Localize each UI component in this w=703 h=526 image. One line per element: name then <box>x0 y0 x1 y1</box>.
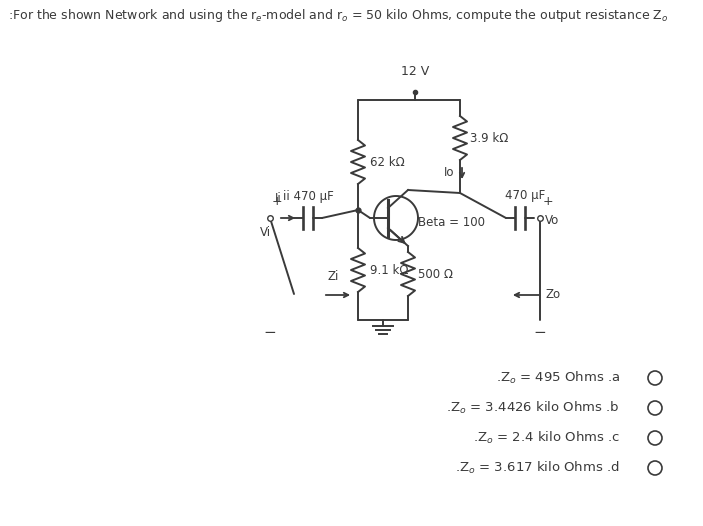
Text: −: − <box>264 325 276 340</box>
Text: Vo: Vo <box>545 215 560 228</box>
Text: 3.9 kΩ: 3.9 kΩ <box>470 132 508 145</box>
Text: 470 μF: 470 μF <box>505 189 545 202</box>
Text: 9.1 kΩ: 9.1 kΩ <box>370 264 408 277</box>
Text: :For the shown Network and using the r$_e$-model and r$_o$ = 50 kilo Ohms, compu: :For the shown Network and using the r$_… <box>8 6 669 24</box>
Text: +: + <box>272 195 283 208</box>
Text: .Z$_o$ = 2.4 kilo Ohms .c: .Z$_o$ = 2.4 kilo Ohms .c <box>473 430 620 446</box>
Text: .Z$_o$ = 3.4426 kilo Ohms .b: .Z$_o$ = 3.4426 kilo Ohms .b <box>446 400 620 416</box>
Text: Vi: Vi <box>259 226 271 239</box>
Text: .Z$_o$ = 495 Ohms .a: .Z$_o$ = 495 Ohms .a <box>496 370 620 386</box>
Text: Io: Io <box>444 167 454 179</box>
Text: 12 V: 12 V <box>401 65 429 78</box>
Text: +: + <box>543 195 554 208</box>
Text: .Z$_o$ = 3.617 kilo Ohms .d: .Z$_o$ = 3.617 kilo Ohms .d <box>456 460 620 476</box>
Text: Beta = 100: Beta = 100 <box>418 217 485 229</box>
Text: Ii: Ii <box>275 192 282 205</box>
Text: −: − <box>534 325 546 340</box>
Text: Zi: Zi <box>328 270 340 283</box>
Text: Zo: Zo <box>545 288 560 301</box>
Text: 62 kΩ: 62 kΩ <box>370 156 405 168</box>
Text: ii 470 μF: ii 470 μF <box>283 190 333 203</box>
Text: 500 Ω: 500 Ω <box>418 268 453 280</box>
